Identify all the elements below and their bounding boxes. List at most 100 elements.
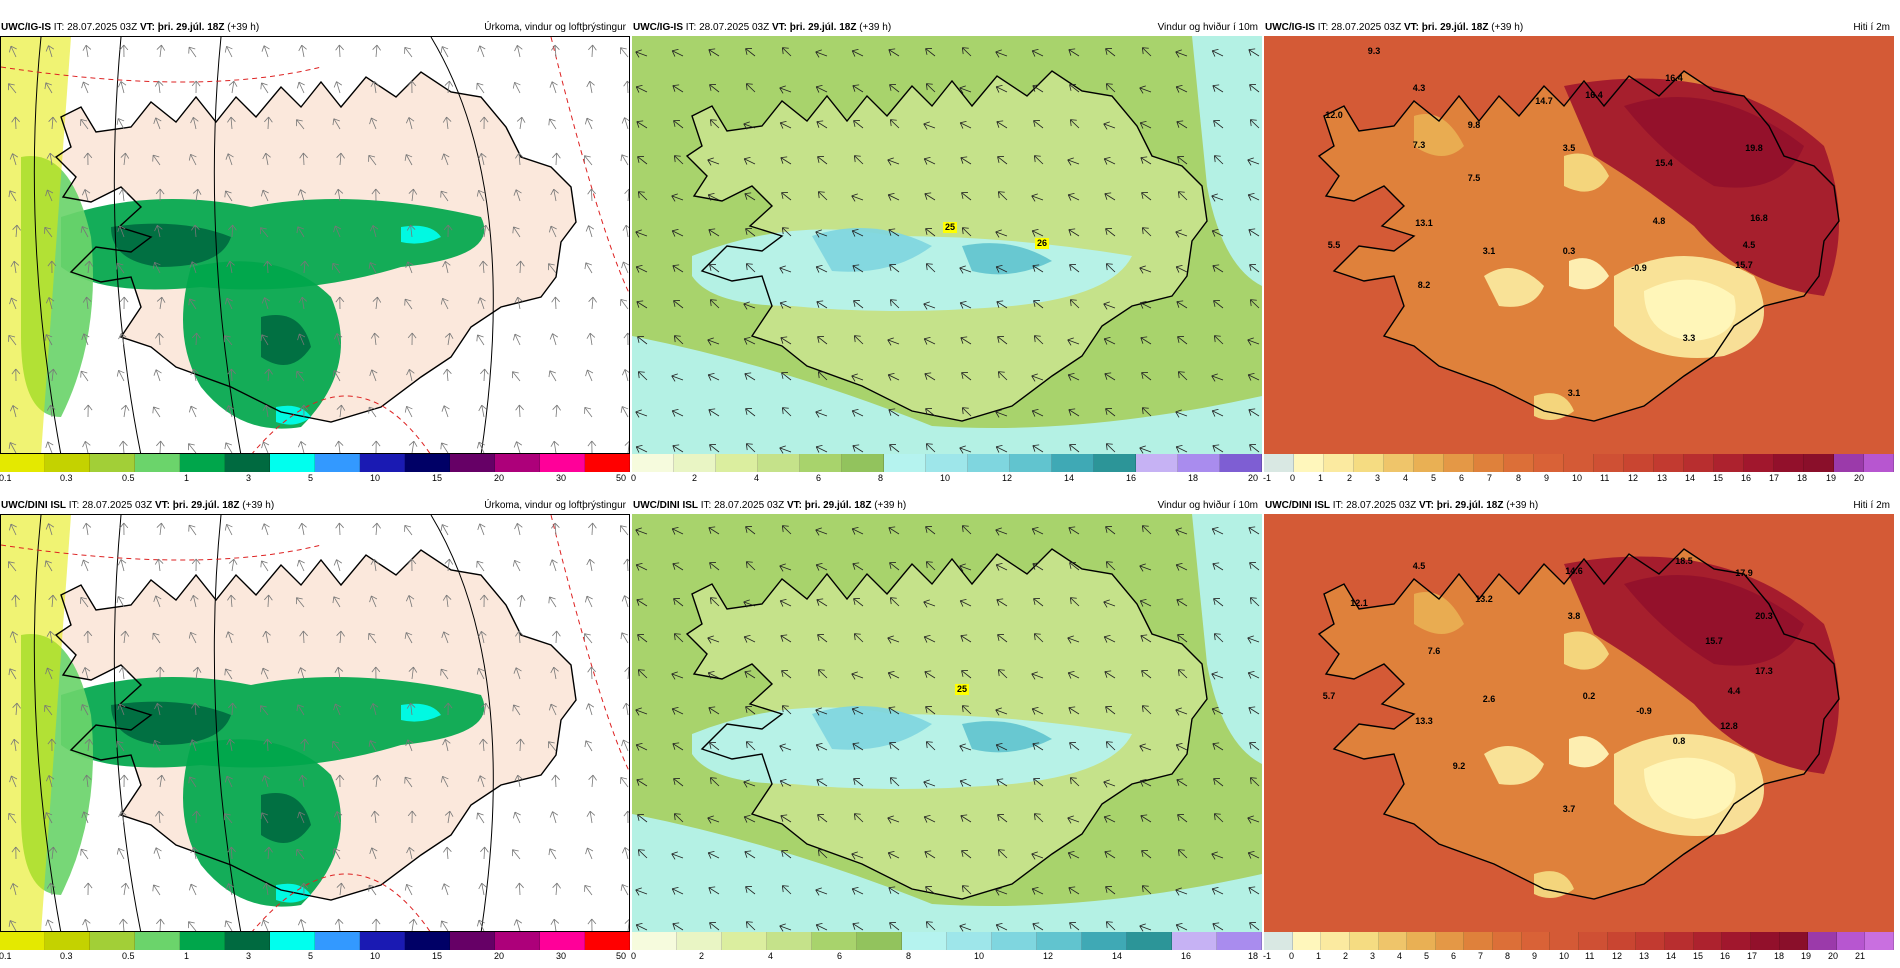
colorbar — [0, 932, 630, 950]
model-name: UWC/DINI ISL — [633, 500, 698, 511]
colorbar-swatch — [926, 454, 968, 472]
colorbar-swatch — [1264, 454, 1294, 472]
panel-ig-precip: UWC/IG-IS IT: 28.07.2025 03Z VT: þri. 29… — [0, 20, 630, 490]
colorbar-swatch — [135, 932, 180, 950]
colorbar-tick-label: 7 — [1478, 951, 1483, 961]
colorbar — [1264, 454, 1894, 472]
colorbar-tick-label: 8 — [1516, 473, 1521, 483]
colorbar-swatch — [674, 454, 716, 472]
model-name: UWC/IG-IS — [1265, 22, 1315, 33]
temperature-label: 13.2 — [1475, 594, 1493, 604]
colorbar-swatch — [1751, 932, 1780, 950]
colorbar-tick-label: 0 — [1290, 473, 1295, 483]
temperature-label: -0.9 — [1631, 263, 1647, 273]
temperature-label: 0.8 — [1673, 736, 1686, 746]
colorbar-swatch — [1722, 932, 1751, 950]
lead-time: (+39 h) — [1491, 22, 1523, 33]
colorbar-swatch — [632, 932, 677, 950]
colorbar-swatch — [1127, 932, 1172, 950]
temperature-label: 16.8 — [1750, 213, 1768, 223]
colorbar-tick-label: 10 — [1559, 951, 1569, 961]
colorbar-swatch — [1178, 454, 1220, 472]
panel-dini-precip: UWC/DINI ISL IT: 28.07.2025 03Z VT: þri.… — [0, 498, 630, 968]
panel-header: UWC/DINI ISL IT: 28.07.2025 03Z VT: þri.… — [632, 498, 1262, 514]
temperature-label: -0.9 — [1636, 706, 1652, 716]
colorbar-tick-label: 16 — [1741, 473, 1751, 483]
colorbar-swatch — [1864, 454, 1894, 472]
colorbar-tick-label: 13 — [1639, 951, 1649, 961]
colorbar-swatch — [1293, 932, 1322, 950]
colorbar-swatch — [360, 932, 405, 950]
model-name: UWC/IG-IS — [1, 22, 51, 33]
colorbar-tick-label: 18 — [1774, 951, 1784, 961]
colorbar-swatch — [45, 454, 90, 472]
colorbar-swatch — [842, 454, 884, 472]
panel-title: Hiti í 2m — [1853, 20, 1890, 36]
colorbar-tick-label: 11 — [1600, 473, 1609, 483]
colorbar-swatch — [90, 932, 135, 950]
temperature-label: 15.7 — [1705, 636, 1723, 646]
colorbar-tick-label: 20 — [1248, 473, 1258, 483]
colorbar-swatch — [968, 454, 1010, 472]
colorbar-tick-label: 0.3 — [60, 951, 73, 961]
colorbar-tick-label: 0.1 — [0, 473, 12, 483]
run-info: UWC/IG-IS IT: 28.07.2025 03Z VT: þri. 29… — [633, 20, 891, 36]
colorbar-swatch — [716, 454, 758, 472]
panel-header: UWC/IG-IS IT: 28.07.2025 03Z VT: þri. 29… — [1264, 20, 1894, 36]
colorbar-tick-label: 10 — [370, 473, 380, 483]
colorbar-swatch — [1579, 932, 1608, 950]
colorbar-swatch — [1837, 932, 1866, 950]
temperature-label: 15.7 — [1735, 260, 1753, 270]
colorbar-tick-label: 50 — [616, 951, 626, 961]
colorbar-swatch — [405, 932, 450, 950]
lead-time: (+39 h) — [227, 22, 259, 33]
colorbar-tick-label: 8 — [878, 473, 883, 483]
map-area: 25 — [632, 514, 1262, 932]
colorbar-swatch — [1172, 932, 1217, 950]
colorbar-swatch — [1136, 454, 1178, 472]
colorbar-tick-label: 17 — [1769, 473, 1779, 483]
colorbar-swatch — [902, 932, 947, 950]
colorbar-tick-label: 0 — [631, 951, 636, 961]
colorbar-swatch — [1294, 454, 1324, 472]
panel-title: Hiti í 2m — [1853, 498, 1890, 514]
colorbar-swatch — [135, 454, 180, 472]
colorbar-tick-label: 2 — [699, 951, 704, 961]
colorbar-swatch — [758, 454, 800, 472]
run-info: UWC/DINI ISL IT: 28.07.2025 03Z VT: þri.… — [1, 498, 274, 514]
colorbar-tick-label: 6 — [1459, 473, 1464, 483]
valid-time-label: VT: — [140, 22, 155, 33]
colorbar-tick-label: 8 — [1505, 951, 1510, 961]
colorbar-swatch — [540, 932, 585, 950]
colorbar-tick-label: 3 — [246, 951, 251, 961]
colorbar-tick-label: 0.5 — [122, 951, 135, 961]
panel-title: Vindur og hviður í 10m — [1158, 498, 1258, 514]
colorbar-tick-label: 4 — [768, 951, 773, 961]
init-time: IT: 28.07.2025 03Z — [683, 22, 772, 33]
colorbar-swatch — [1052, 454, 1094, 472]
colorbar-swatch — [947, 932, 992, 950]
init-time: IT: 28.07.2025 03Z — [698, 500, 787, 511]
panel-title: Úrkoma, vindur og loftþrýstingur — [484, 20, 626, 36]
colorbar-tick-label: -1 — [1263, 951, 1271, 961]
colorbar-tick-label: 9 — [1544, 473, 1549, 483]
colorbar-tick-label: 2 — [1347, 473, 1352, 483]
colorbar — [632, 932, 1262, 950]
colorbar-swatch — [677, 932, 722, 950]
colorbar-tick-label: 12 — [1612, 951, 1622, 961]
colorbar-tick-label: 12 — [1628, 473, 1638, 483]
colorbar-swatch — [1217, 932, 1262, 950]
colorbar-swatch — [1444, 454, 1474, 472]
colorbar-swatch — [1665, 932, 1694, 950]
run-info: UWC/IG-IS IT: 28.07.2025 03Z VT: þri. 29… — [1, 20, 259, 36]
colorbar-tick-label: 30 — [556, 473, 566, 483]
init-time: IT: 28.07.2025 03Z — [1330, 500, 1419, 511]
valid-time: þri. 29.júl. 18Z — [155, 22, 227, 33]
model-name: UWC/DINI ISL — [1265, 500, 1330, 511]
temperature-label: 4.8 — [1653, 216, 1666, 226]
temperature-label: 16.4 — [1665, 73, 1683, 83]
